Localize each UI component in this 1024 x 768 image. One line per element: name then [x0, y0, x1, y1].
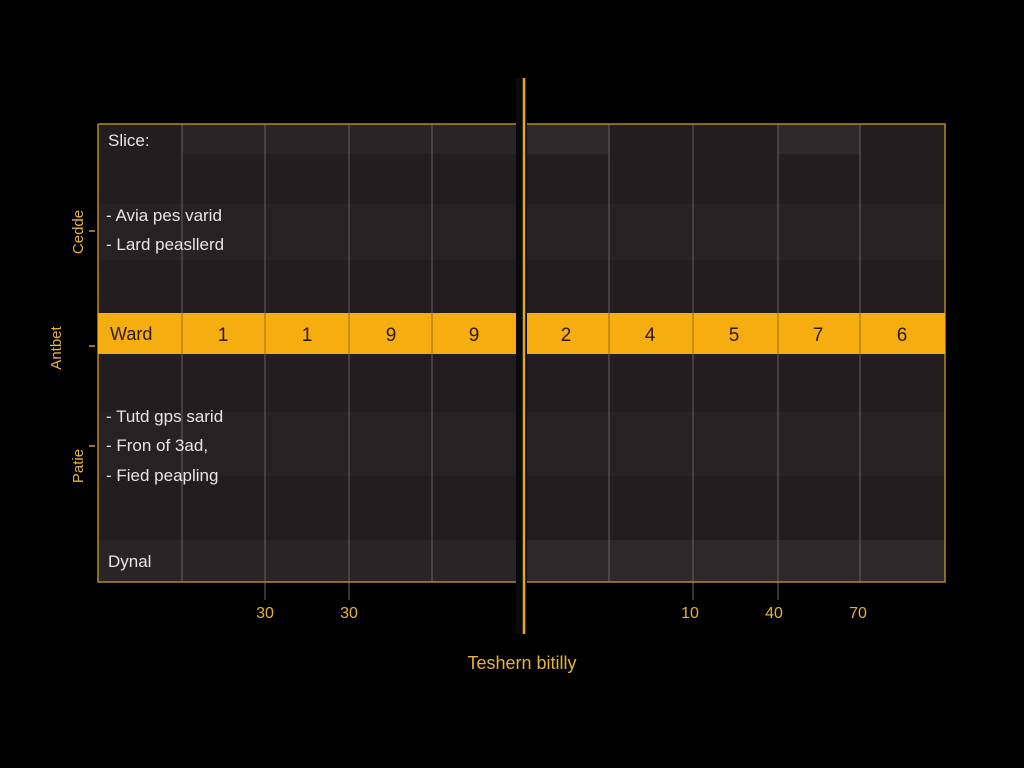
x-tick-label: 30 — [340, 605, 358, 622]
left-axis-label-1: Cedde — [70, 210, 87, 254]
band-dividers — [181, 313, 861, 354]
left-axis-label-2: Antbet — [48, 325, 65, 369]
band-value: 9 — [469, 325, 480, 346]
bullet-top-1: - Avia pes varid — [106, 206, 222, 225]
band-value: 4 — [645, 325, 656, 346]
band-label: Ward — [110, 324, 152, 344]
left-panel — [97, 123, 516, 600]
band-values: 1 1 9 9 2 4 5 7 6 — [218, 325, 908, 346]
right-panel-stripe — [527, 540, 945, 582]
band-value: 5 — [729, 325, 740, 346]
bullet-bottom-3: - Fied peapling — [106, 466, 218, 485]
left-panel-border — [97, 123, 516, 583]
x-axis-label: Teshern bitilly — [467, 653, 576, 673]
bullet-bottom-2: - Fron of 3ad, — [106, 436, 208, 455]
band-value: 1 — [302, 325, 313, 346]
x-tick-label: 70 — [849, 605, 867, 622]
x-tick-label: 40 — [765, 605, 783, 622]
left-panel-stripe — [98, 540, 516, 582]
band-value: 2 — [561, 325, 572, 346]
right-panel-stripe — [527, 204, 945, 260]
bullet-top-2: - Lard peasllerd — [106, 235, 224, 254]
right-panel — [527, 123, 946, 600]
band-left — [98, 313, 516, 354]
left-axis-label-3: Patie — [70, 449, 87, 483]
band-value: 1 — [218, 325, 229, 346]
band-value: 6 — [897, 325, 908, 346]
bullet-bottom-1: - Tutd gps sarid — [106, 407, 223, 426]
panel-header: Slice: — [108, 131, 150, 150]
right-panel-stripe — [778, 124, 860, 154]
left-panel-stripe — [98, 204, 516, 260]
x-tick-label: 10 — [681, 605, 699, 622]
x-tick-label: 30 — [256, 605, 274, 622]
band-value: 9 — [386, 325, 397, 346]
band-right — [527, 313, 945, 354]
panel-footer: Dynal — [108, 552, 151, 571]
right-panel-stripe — [527, 412, 945, 476]
left-panel-stripe — [98, 412, 516, 476]
right-panel-stripe — [527, 124, 609, 154]
band-value: 7 — [813, 325, 824, 346]
